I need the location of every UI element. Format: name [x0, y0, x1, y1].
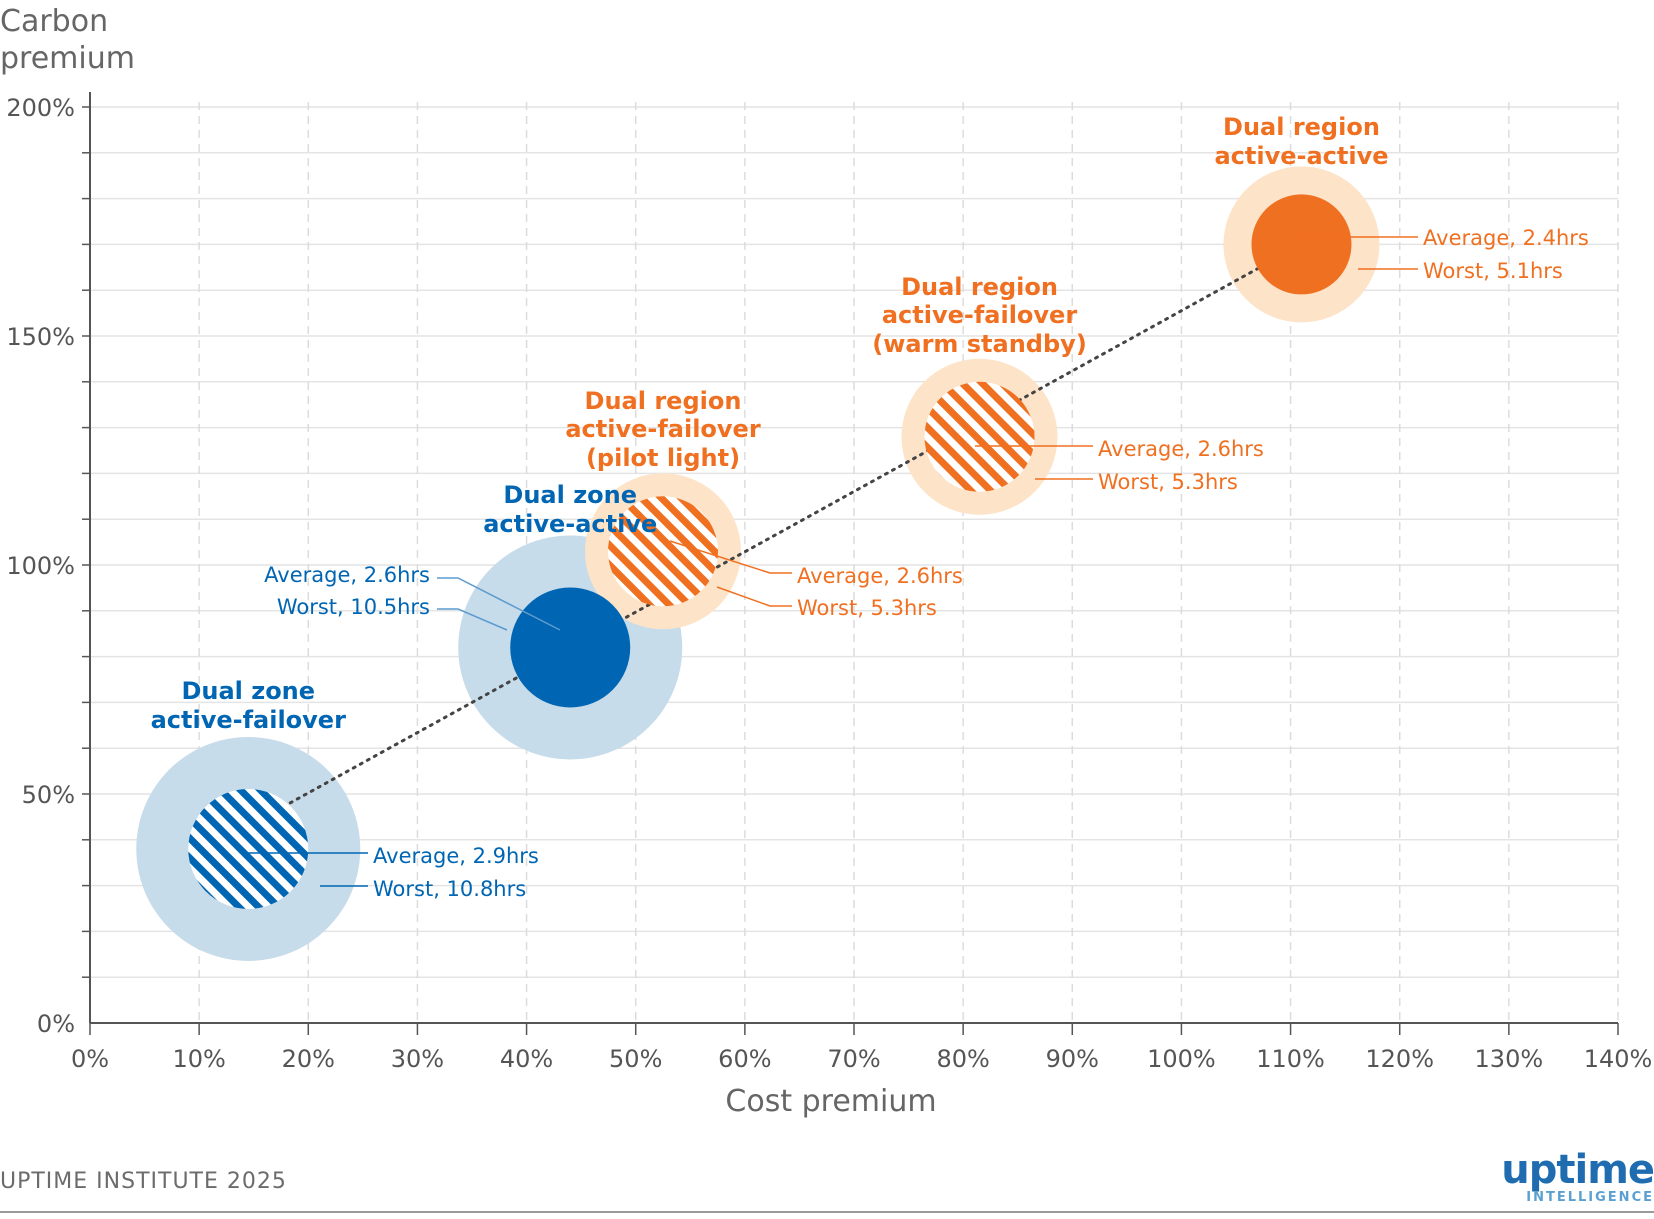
point-label: active-failover: [151, 706, 347, 734]
point-label: Dual zone: [503, 481, 637, 509]
annotation-label: Average, 2.6hrs: [797, 564, 963, 588]
x-tick-label: 30%: [391, 1045, 444, 1073]
x-tick-label: 100%: [1147, 1045, 1216, 1073]
point-marker: [924, 381, 1035, 492]
y-tick-label: 0%: [37, 1010, 75, 1038]
point-label: Dual region: [585, 387, 742, 415]
point-marker: [1251, 194, 1352, 295]
trend-line: [246, 242, 1303, 828]
x-tick-label: 60%: [718, 1045, 771, 1073]
x-tick-label: 110%: [1256, 1045, 1325, 1073]
leader-line: [669, 540, 792, 574]
x-axis-title: Cost premium: [725, 1084, 936, 1119]
point-label: (warm standby): [872, 330, 1087, 358]
x-tick-label: 130%: [1475, 1045, 1544, 1073]
y-tick-label: 50%: [22, 781, 75, 809]
leader-line: [437, 577, 561, 631]
uptime-logo: uptime INTELLIGENCE: [1501, 1150, 1654, 1206]
x-tick-label: 70%: [827, 1045, 880, 1073]
x-tick-label: 0%: [71, 1045, 109, 1073]
cores: [188, 194, 1352, 909]
x-tick-label: 90%: [1046, 1045, 1099, 1073]
point-label: (pilot light): [586, 444, 740, 472]
point-marker: [188, 788, 309, 909]
x-tick-label: 140%: [1584, 1045, 1653, 1073]
bottom-rule: [0, 1211, 1654, 1213]
trend-line-group: [246, 242, 1303, 828]
annotation-label: Average, 2.6hrs: [1098, 437, 1264, 461]
logo-subtitle: INTELLIGENCE: [1526, 1190, 1654, 1205]
annotation-label: Worst, 5.3hrs: [1098, 470, 1238, 494]
annotation-label: Average, 2.6hrs: [264, 563, 430, 587]
y-axis-title: Carbon: [0, 4, 108, 39]
leader-line: [716, 586, 792, 607]
y-axis-title-line-2: premium: [0, 41, 135, 76]
x-tick-label: 120%: [1365, 1045, 1434, 1073]
annotation-label: Average, 2.4hrs: [1423, 226, 1589, 250]
point-label: active-failover: [565, 415, 761, 443]
x-tick-label: 10%: [172, 1045, 225, 1073]
point-label: Dual region: [901, 273, 1058, 301]
leader-lines: [247, 236, 1418, 887]
grid: [90, 102, 1619, 1023]
point-label: active-active: [1214, 142, 1388, 170]
point-marker: [510, 587, 631, 708]
point-label: Dual zone: [181, 677, 315, 705]
y-tick-label: 150%: [6, 323, 75, 351]
annotation-label: Worst, 5.1hrs: [1423, 259, 1563, 283]
point-marker: [608, 496, 718, 607]
x-tick-label: 80%: [936, 1045, 989, 1073]
annotation-label: Worst, 10.8hrs: [373, 877, 526, 901]
annotation-label: Average, 2.9hrs: [373, 844, 539, 868]
leader-line: [437, 608, 508, 631]
point-label: Dual region: [1223, 113, 1380, 141]
point-label: active-active: [483, 510, 657, 538]
y-tick-label: 200%: [6, 94, 75, 122]
y-tick-labels: 0% 50% 100% 150% 200%: [6, 94, 75, 1038]
point-label: active-failover: [882, 301, 1078, 329]
axes: [82, 92, 1619, 1035]
logo-wordmark: uptime: [1501, 1147, 1654, 1193]
x-tick-labels: 0% 10% 20% 30% 40% 50% 60% 70% 80% 90% 100% 110% 120…: [71, 1045, 1652, 1073]
x-tick-label: 20%: [282, 1045, 335, 1073]
source-footer: UPTIME INSTITUTE 2025: [0, 1169, 287, 1194]
y-tick-label: 100%: [6, 552, 75, 580]
annotation-label: Worst, 10.5hrs: [277, 595, 430, 619]
x-tick-label: 50%: [609, 1045, 662, 1073]
annotation-label: Worst, 5.3hrs: [797, 596, 937, 620]
x-tick-label: 40%: [500, 1045, 553, 1073]
